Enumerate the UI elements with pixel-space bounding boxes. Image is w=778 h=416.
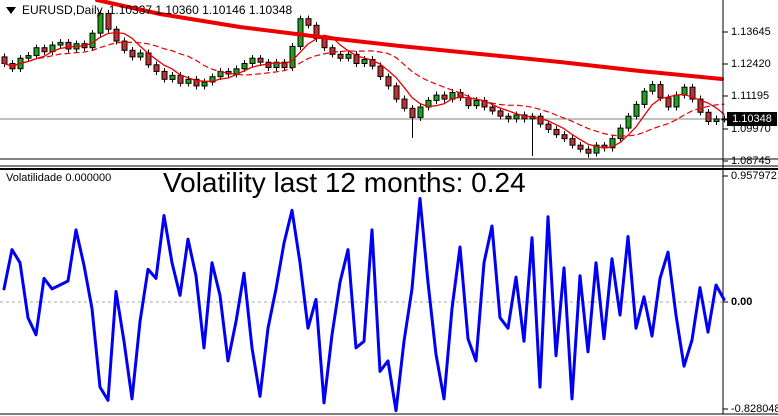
chart-ohlc-values: 1.10337 1.10360 1.10146 1.10348: [108, 3, 293, 17]
indicator-axis-label: -0.828048: [731, 403, 778, 415]
volatility-annotation: Volatility last 12 months: 0.24: [163, 167, 526, 198]
current-price-badge: 1.10348: [727, 112, 777, 126]
price-axis-label: 1.11195: [731, 90, 770, 102]
indicator-label: Volatilidade 0.000000: [6, 172, 112, 184]
price-axis-label: 1.13645: [731, 26, 771, 38]
indicator-axis-label: 0.00: [731, 296, 753, 308]
chart-title: EURUSD,Daily 1.10337 1.10360 1.10146 1.1…: [6, 3, 292, 17]
price-axis-label: 1.08745: [731, 155, 771, 167]
chart-dropdown-icon[interactable]: [6, 7, 16, 14]
price-axis-label: 1.09970: [731, 123, 771, 135]
price-axis-label: 1.12420: [731, 58, 771, 70]
indicator-axis-label: 0.957972: [731, 170, 777, 182]
chart-symbol-period: EURUSD,Daily: [22, 3, 103, 17]
